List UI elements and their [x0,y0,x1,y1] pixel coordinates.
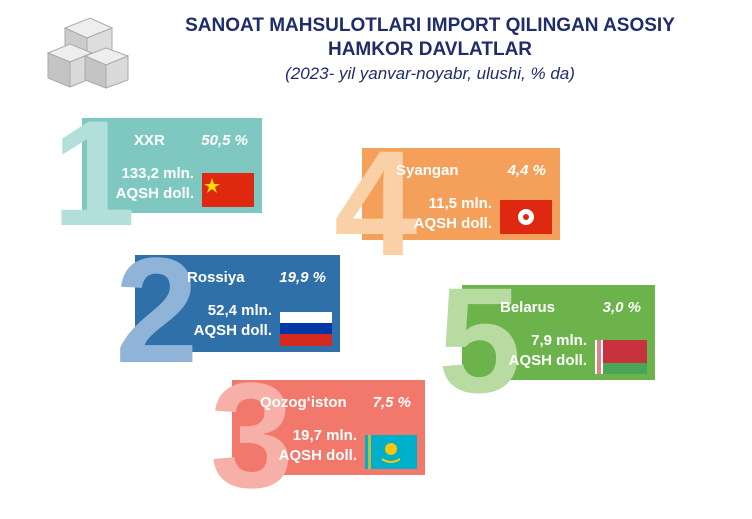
unit: AQSH doll. [115,185,194,202]
rank: 1 [52,89,136,257]
country: Syangan [396,162,459,179]
amount: 11,5 mln. AQSH doll. [414,194,492,234]
country: Rossiya [187,269,245,286]
flag-kazakhstan [365,435,417,469]
country: Belarus [500,299,556,316]
amount-value: 11,5 mln. [428,195,492,212]
amount-value: 133,2 mln. [121,165,194,182]
card: 4 Syangan 4,4 % 11,5 mln. AQSH doll. [334,128,560,278]
share: 50,5 % [201,132,248,149]
rank: 4 [334,119,418,287]
card: 5 Belarus 3,0 % 7,9 mln. AQSH doll. [438,265,655,415]
title: SANOAT MAHSULOTLARI IMPORT QILINGAN ASOS… [120,14,740,62]
rank: 5 [438,256,522,424]
card: 1 XXR 50,5 % 133,2 mln. AQSH doll. [52,98,262,248]
rank: 3 [210,351,294,519]
share: 4,4 % [507,162,546,179]
flag-china [202,173,254,207]
amount: 52,4 mln. AQSH doll. [194,301,272,341]
flag-belarus [595,340,647,374]
subtitle: (2023- yil yanvar-noyabr, ulushi, % da) [285,64,575,83]
unit: AQSH doll. [508,352,587,369]
flag-hongkong [500,200,552,234]
unit: AQSH doll. [193,322,272,339]
amount-value: 7,9 mln. [531,332,587,349]
page: {"header":{"title_lines":["SANOAT MAHSUL… [46,14,740,510]
unit: AQSH doll. [278,447,357,464]
amount: 7,9 mln. AQSH doll. [509,331,587,371]
cubes-icon [46,17,130,89]
flag-russia [280,312,332,346]
rank: 2 [115,226,199,394]
card: 3 Qozog‘iston 7,5 % 19,7 mln. AQSH doll. [210,360,425,510]
amount-value: 19,7 mln. [292,427,357,444]
title-line: SANOAT MAHSULOTLARI IMPORT QILINGAN ASOS… [185,15,675,36]
amount: 133,2 mln. AQSH doll. [116,164,194,204]
share: 3,0 % [602,299,641,316]
country: XXR [134,132,165,149]
amount-value: 52,4 mln. [207,302,272,319]
country: Qozog‘iston [260,394,347,411]
card: 2 Rossiya 19,9 % 52,4 mln. AQSH doll. [115,235,340,385]
share: 19,9 % [279,269,326,286]
title-line: HAMKOR DAVLATLAR [327,39,533,60]
unit: AQSH doll. [413,215,492,232]
share: 7,5 % [372,394,411,411]
amount: 19,7 mln. AQSH doll. [279,426,357,466]
